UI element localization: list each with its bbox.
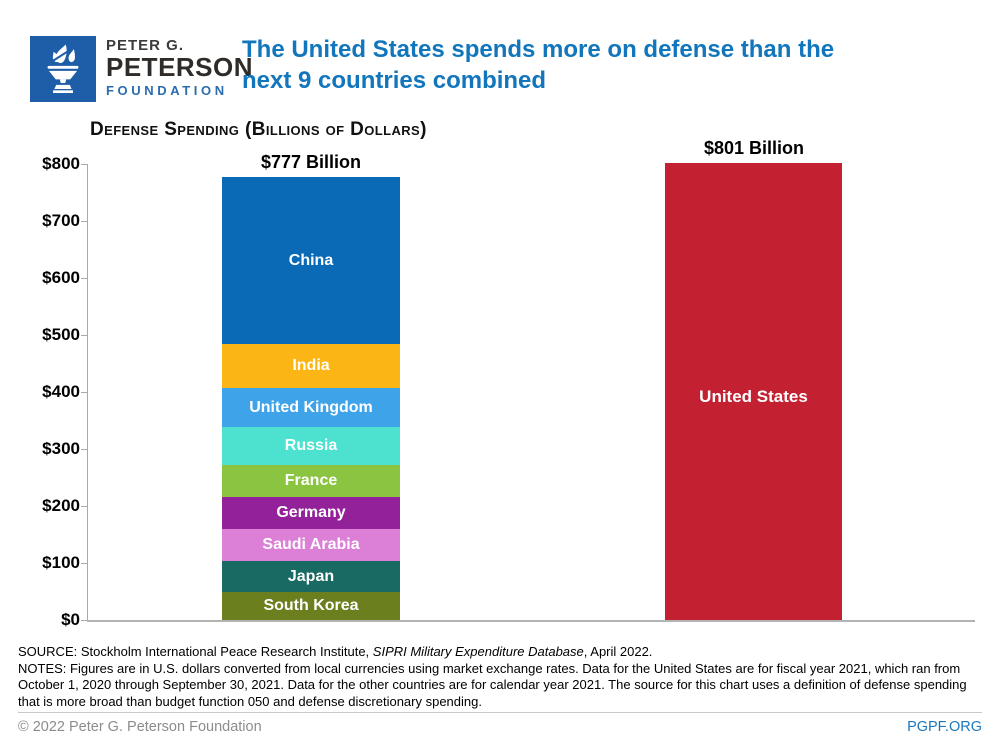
- bar-segment-label: Russia: [284, 437, 338, 454]
- y-axis-label-200: $200: [42, 496, 80, 515]
- y-axis-label-400: $400: [42, 382, 80, 401]
- footer: © 2022 Peter G. Peterson Foundation PGPF…: [18, 719, 982, 735]
- united-states-bar-label: United States: [699, 386, 808, 406]
- source-notes: SOURCE: Stockholm International Peace Re…: [18, 644, 982, 710]
- y-axis-label-700: $700: [42, 211, 80, 230]
- source-database-title: SIPRI Military Expenditure Database: [372, 644, 584, 659]
- bar-segment-united-kingdom: United Kingdom: [222, 388, 400, 427]
- torch-icon: [30, 36, 96, 102]
- y-axis-label-500: $500: [42, 325, 80, 344]
- bar-segment-label: United Kingdom: [249, 398, 373, 416]
- y-axis-tick: [81, 335, 87, 336]
- source-prefix: SOURCE: Stockholm International Peace Re…: [18, 644, 373, 659]
- y-axis-tick: [81, 620, 87, 621]
- bar-segment-russia: Russia: [222, 427, 400, 465]
- source-suffix: , April 2022.: [583, 644, 653, 659]
- y-axis-line: [87, 164, 88, 621]
- y-axis-tick: [81, 221, 87, 222]
- notes-paragraph: NOTES: Figures are in U.S. dollars conve…: [18, 660, 967, 709]
- bar-segment-germany: Germany: [222, 497, 400, 529]
- y-axis-tick: [81, 392, 87, 393]
- chart-title: Defense Spending (Billions of Dollars): [90, 119, 427, 140]
- y-axis-label-600: $600: [42, 268, 80, 287]
- pgpf-org-link[interactable]: PGPF.ORG: [907, 719, 982, 735]
- us-bar-value-label: $801 Billion: [703, 138, 805, 158]
- united-states-bar: United States: [665, 163, 842, 620]
- logo-line-peter-g: PETER G.: [106, 37, 185, 54]
- footer-divider: [18, 712, 982, 713]
- y-axis-tick: [81, 506, 87, 507]
- y-axis-tick: [81, 449, 87, 450]
- bar-segment-label: South Korea: [263, 597, 359, 614]
- y-axis-label-0: $0: [61, 610, 80, 629]
- source-line: SOURCE: Stockholm International Peace Re…: [18, 644, 982, 661]
- bar-segment-south-korea: South Korea: [222, 592, 400, 620]
- bar-segment-label: China: [288, 251, 334, 269]
- pgpf-logo: PETER G. PETERSON FOUNDATION: [30, 36, 253, 102]
- y-axis-tick: [81, 164, 87, 165]
- logo-wordmark: PETER G. PETERSON FOUNDATION: [106, 36, 253, 98]
- bar-segment-india: India: [222, 344, 400, 388]
- bar-segment-japan: Japan: [222, 561, 400, 592]
- y-axis-label-300: $300: [42, 439, 80, 458]
- bar-segment-label: Japan: [287, 567, 335, 585]
- bar-segment-france: France: [222, 465, 400, 497]
- y-axis-tick: [81, 563, 87, 564]
- bar-segment-saudi-arabia: Saudi Arabia: [222, 529, 400, 561]
- page-title: The United States spends more on defense…: [242, 34, 962, 96]
- x-axis-baseline: [87, 620, 975, 622]
- y-axis-label-800: $800: [42, 154, 80, 173]
- y-axis-label-100: $100: [42, 553, 80, 572]
- y-axis-tick: [81, 278, 87, 279]
- bar-segment-label: Saudi Arabia: [262, 536, 360, 553]
- logo-line-foundation: FOUNDATION: [106, 83, 228, 98]
- page-title-line1: The United States spends more on defense…: [242, 36, 835, 63]
- logo-line-peterson: PETERSON: [106, 52, 254, 82]
- stacked-bar-value-label: $777 Billion: [260, 152, 362, 172]
- copyright-text: © 2022 Peter G. Peterson Foundation: [18, 719, 262, 735]
- bar-segment-label: India: [292, 357, 330, 374]
- page-title-line2: next 9 countries combined: [242, 67, 547, 94]
- bar-segment-label: France: [284, 472, 338, 489]
- bar-segment-china: China: [222, 177, 400, 344]
- next9-stacked-bar: China India United Kingdom Russia France Germ…: [222, 177, 400, 620]
- bar-segment-label: Germany: [276, 504, 346, 521]
